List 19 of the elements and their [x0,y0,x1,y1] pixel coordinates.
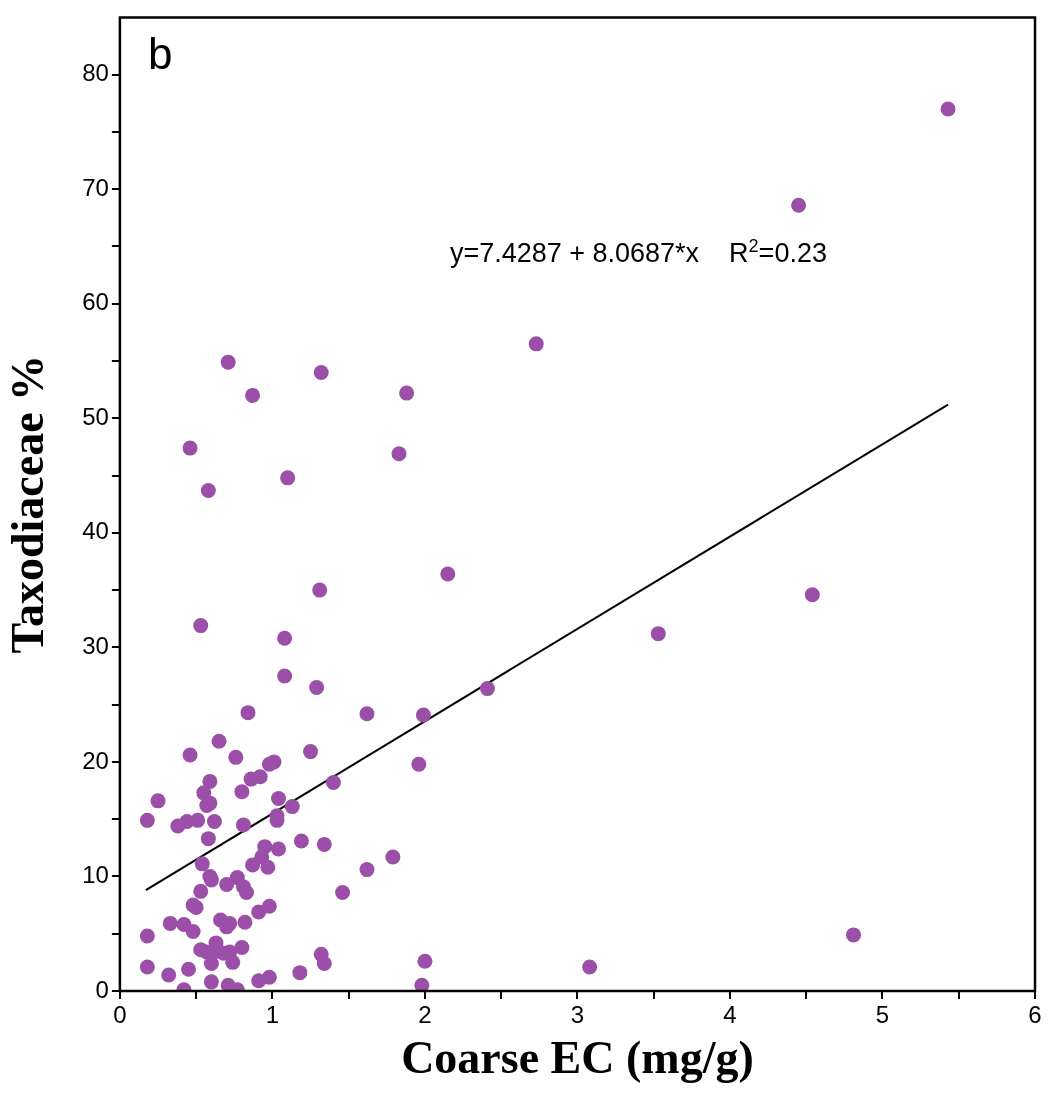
y-tick-label: 80 [82,59,109,87]
y-tick-label: 10 [82,861,109,889]
chart-title: b [147,29,173,79]
x-tick-label: 0 [113,1001,127,1029]
y-tick-label: 30 [82,632,109,659]
y-tick-label: 60 [82,288,109,316]
y-tick-label: 0 [95,975,109,1003]
x-axis-title: Coarse EC (mg/g) [401,1032,754,1084]
x-tick-label: 5 [875,1001,890,1029]
y-tick-label: 50 [82,402,109,430]
x-tick-label: 2 [418,1001,432,1029]
x-tick-label: 3 [570,1001,585,1029]
y-tick-label: 70 [82,173,109,201]
y-tick-label: 20 [82,746,109,774]
x-tick-label: 6 [1028,1001,1042,1029]
y-axis-title: Taxodiaceae % [2,354,54,654]
x-tick-label: 4 [723,1001,737,1029]
x-tick-label: 1 [265,1001,280,1029]
y-tick-label: 40 [82,517,109,545]
